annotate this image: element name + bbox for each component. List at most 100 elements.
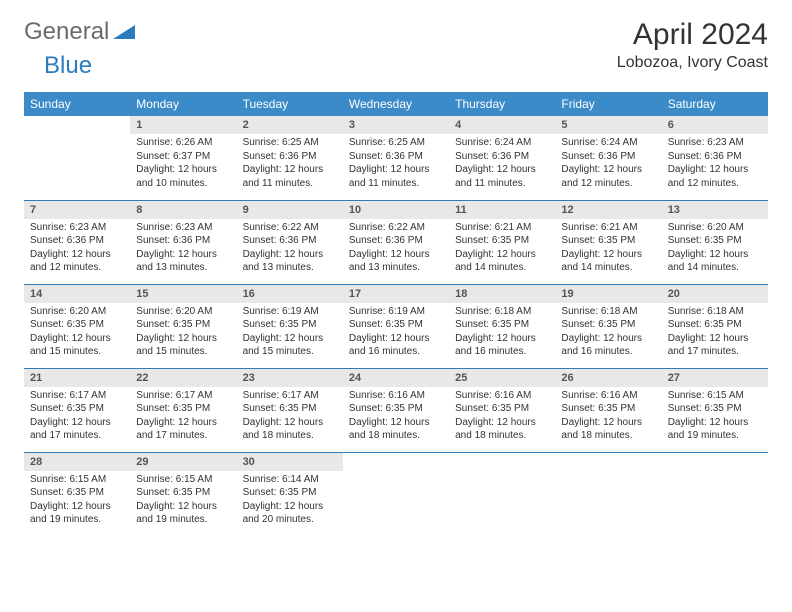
sunrise-text: Sunrise: 6:24 AM (455, 136, 549, 150)
day-content: Sunrise: 6:15 AMSunset: 6:35 PMDaylight:… (130, 471, 236, 531)
day-number: 23 (237, 369, 343, 387)
sunrise-text: Sunrise: 6:18 AM (668, 305, 762, 319)
calendar-day-cell: 18Sunrise: 6:18 AMSunset: 6:35 PMDayligh… (449, 284, 555, 368)
day-number: 4 (449, 116, 555, 134)
day-content: Sunrise: 6:15 AMSunset: 6:35 PMDaylight:… (24, 471, 130, 531)
sunrise-text: Sunrise: 6:22 AM (349, 221, 443, 235)
sunset-text: Sunset: 6:35 PM (349, 318, 443, 332)
daylight-text: Daylight: 12 hours and 18 minutes. (243, 416, 337, 443)
day-content: Sunrise: 6:23 AMSunset: 6:36 PMDaylight:… (130, 219, 236, 279)
daylight-text: Daylight: 12 hours and 12 minutes. (30, 248, 124, 275)
calendar-day-cell: 5Sunrise: 6:24 AMSunset: 6:36 PMDaylight… (555, 116, 661, 200)
sunset-text: Sunset: 6:37 PM (136, 150, 230, 164)
daylight-text: Daylight: 12 hours and 11 minutes. (349, 163, 443, 190)
calendar-day-cell: 30Sunrise: 6:14 AMSunset: 6:35 PMDayligh… (237, 452, 343, 536)
daylight-text: Daylight: 12 hours and 13 minutes. (349, 248, 443, 275)
day-number: 20 (662, 285, 768, 303)
sunrise-text: Sunrise: 6:25 AM (243, 136, 337, 150)
day-number: 15 (130, 285, 236, 303)
col-monday: Monday (130, 92, 236, 116)
sunset-text: Sunset: 6:36 PM (561, 150, 655, 164)
sunset-text: Sunset: 6:35 PM (136, 486, 230, 500)
daylight-text: Daylight: 12 hours and 19 minutes. (136, 500, 230, 527)
calendar-week-row: 21Sunrise: 6:17 AMSunset: 6:35 PMDayligh… (24, 368, 768, 452)
day-content: Sunrise: 6:22 AMSunset: 6:36 PMDaylight:… (237, 219, 343, 279)
daylight-text: Daylight: 12 hours and 16 minutes. (561, 332, 655, 359)
sunrise-text: Sunrise: 6:17 AM (243, 389, 337, 403)
day-number: 11 (449, 201, 555, 219)
sunrise-text: Sunrise: 6:23 AM (30, 221, 124, 235)
daylight-text: Daylight: 12 hours and 15 minutes. (30, 332, 124, 359)
day-content: Sunrise: 6:19 AMSunset: 6:35 PMDaylight:… (237, 303, 343, 363)
sunrise-text: Sunrise: 6:19 AM (349, 305, 443, 319)
calendar-day-cell: 29Sunrise: 6:15 AMSunset: 6:35 PMDayligh… (130, 452, 236, 536)
calendar-day-cell: 9Sunrise: 6:22 AMSunset: 6:36 PMDaylight… (237, 200, 343, 284)
sunset-text: Sunset: 6:35 PM (243, 402, 337, 416)
day-number: 6 (662, 116, 768, 134)
calendar-day-cell: 1Sunrise: 6:26 AMSunset: 6:37 PMDaylight… (130, 116, 236, 200)
day-content: Sunrise: 6:15 AMSunset: 6:35 PMDaylight:… (662, 387, 768, 447)
calendar-table: Sunday Monday Tuesday Wednesday Thursday… (24, 92, 768, 536)
sunset-text: Sunset: 6:35 PM (243, 318, 337, 332)
calendar-day-cell: 10Sunrise: 6:22 AMSunset: 6:36 PMDayligh… (343, 200, 449, 284)
day-number: 18 (449, 285, 555, 303)
sunrise-text: Sunrise: 6:14 AM (243, 473, 337, 487)
sunrise-text: Sunrise: 6:17 AM (136, 389, 230, 403)
sunset-text: Sunset: 6:35 PM (455, 234, 549, 248)
day-content: Sunrise: 6:21 AMSunset: 6:35 PMDaylight:… (449, 219, 555, 279)
sunset-text: Sunset: 6:35 PM (561, 402, 655, 416)
day-content: Sunrise: 6:26 AMSunset: 6:37 PMDaylight:… (130, 134, 236, 194)
day-content: Sunrise: 6:18 AMSunset: 6:35 PMDaylight:… (662, 303, 768, 363)
sunset-text: Sunset: 6:36 PM (455, 150, 549, 164)
sunrise-text: Sunrise: 6:16 AM (455, 389, 549, 403)
daylight-text: Daylight: 12 hours and 11 minutes. (243, 163, 337, 190)
day-content: Sunrise: 6:23 AMSunset: 6:36 PMDaylight:… (662, 134, 768, 194)
calendar-day-cell: 3Sunrise: 6:25 AMSunset: 6:36 PMDaylight… (343, 116, 449, 200)
day-content: Sunrise: 6:20 AMSunset: 6:35 PMDaylight:… (24, 303, 130, 363)
day-number: 27 (662, 369, 768, 387)
day-content: Sunrise: 6:18 AMSunset: 6:35 PMDaylight:… (555, 303, 661, 363)
calendar-day-cell (24, 116, 130, 200)
calendar-day-cell: 19Sunrise: 6:18 AMSunset: 6:35 PMDayligh… (555, 284, 661, 368)
day-content: Sunrise: 6:25 AMSunset: 6:36 PMDaylight:… (343, 134, 449, 194)
sunset-text: Sunset: 6:35 PM (349, 402, 443, 416)
calendar-day-cell: 16Sunrise: 6:19 AMSunset: 6:35 PMDayligh… (237, 284, 343, 368)
day-content: Sunrise: 6:24 AMSunset: 6:36 PMDaylight:… (555, 134, 661, 194)
sunrise-text: Sunrise: 6:22 AM (243, 221, 337, 235)
day-content: Sunrise: 6:22 AMSunset: 6:36 PMDaylight:… (343, 219, 449, 279)
sunset-text: Sunset: 6:36 PM (243, 150, 337, 164)
sunset-text: Sunset: 6:35 PM (668, 318, 762, 332)
calendar-day-cell: 11Sunrise: 6:21 AMSunset: 6:35 PMDayligh… (449, 200, 555, 284)
calendar-day-cell: 28Sunrise: 6:15 AMSunset: 6:35 PMDayligh… (24, 452, 130, 536)
sunrise-text: Sunrise: 6:18 AM (455, 305, 549, 319)
logo-text-2: Blue (44, 52, 92, 79)
sunrise-text: Sunrise: 6:26 AM (136, 136, 230, 150)
calendar-day-cell: 13Sunrise: 6:20 AMSunset: 6:35 PMDayligh… (662, 200, 768, 284)
sunrise-text: Sunrise: 6:15 AM (668, 389, 762, 403)
sunrise-text: Sunrise: 6:20 AM (30, 305, 124, 319)
daylight-text: Daylight: 12 hours and 19 minutes. (30, 500, 124, 527)
sunset-text: Sunset: 6:35 PM (561, 234, 655, 248)
day-content: Sunrise: 6:16 AMSunset: 6:35 PMDaylight:… (449, 387, 555, 447)
day-content: Sunrise: 6:23 AMSunset: 6:36 PMDaylight:… (24, 219, 130, 279)
calendar-day-cell (555, 452, 661, 536)
daylight-text: Daylight: 12 hours and 17 minutes. (668, 332, 762, 359)
calendar-day-cell: 6Sunrise: 6:23 AMSunset: 6:36 PMDaylight… (662, 116, 768, 200)
sunset-text: Sunset: 6:35 PM (243, 486, 337, 500)
calendar-week-row: 7Sunrise: 6:23 AMSunset: 6:36 PMDaylight… (24, 200, 768, 284)
day-number: 24 (343, 369, 449, 387)
daylight-text: Daylight: 12 hours and 18 minutes. (561, 416, 655, 443)
day-number: 30 (237, 453, 343, 471)
sunset-text: Sunset: 6:35 PM (668, 234, 762, 248)
sunset-text: Sunset: 6:36 PM (136, 234, 230, 248)
daylight-text: Daylight: 12 hours and 18 minutes. (455, 416, 549, 443)
weekday-header-row: Sunday Monday Tuesday Wednesday Thursday… (24, 92, 768, 116)
calendar-day-cell: 15Sunrise: 6:20 AMSunset: 6:35 PMDayligh… (130, 284, 236, 368)
calendar-day-cell: 17Sunrise: 6:19 AMSunset: 6:35 PMDayligh… (343, 284, 449, 368)
day-number: 7 (24, 201, 130, 219)
day-number: 9 (237, 201, 343, 219)
day-number: 25 (449, 369, 555, 387)
col-sunday: Sunday (24, 92, 130, 116)
daylight-text: Daylight: 12 hours and 19 minutes. (668, 416, 762, 443)
calendar-day-cell: 21Sunrise: 6:17 AMSunset: 6:35 PMDayligh… (24, 368, 130, 452)
